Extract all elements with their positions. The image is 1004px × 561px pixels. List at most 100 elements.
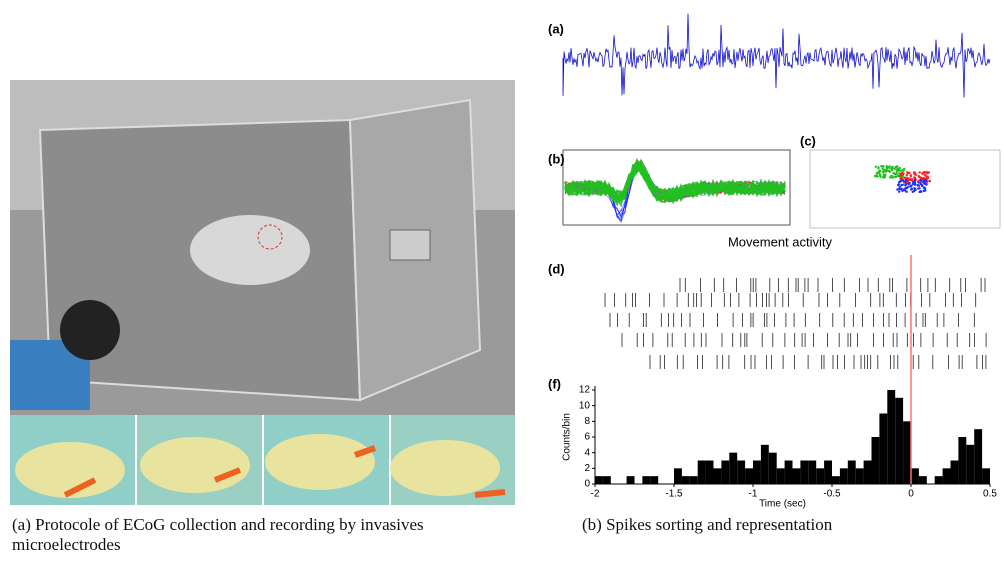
panel-label: (f) [548,376,561,391]
histogram-bar [832,476,840,484]
cluster-point [876,175,879,178]
cluster-point [927,171,931,174]
histogram-bar [918,476,927,484]
cluster-point [877,167,880,170]
cluster-point [914,188,917,191]
histogram-bar [871,437,880,484]
cluster-point [894,175,898,179]
y-tick-label: 12 [579,385,591,396]
cluster-point [891,165,894,169]
cluster-point [918,171,921,174]
connector [389,229,431,261]
x-tick-label: -1 [749,489,758,500]
cluster-point [912,180,915,184]
cluster-point [918,190,921,194]
cluster-point [916,184,919,187]
histogram-bar [816,468,825,484]
cluster-point [899,177,902,180]
cluster-point [910,187,914,190]
cluster-point [895,171,898,175]
cluster-point [906,185,910,189]
cluster-point [908,177,911,180]
frame-strip [10,415,515,505]
cluster-point [911,182,915,186]
histogram-bar [626,476,635,484]
y-tick-label: 6 [584,432,590,443]
cluster-point [888,176,892,179]
cluster-point [881,165,885,168]
cluster-point [912,189,916,193]
panel-label: (a) [548,21,564,36]
y-tick-label: 10 [579,400,591,411]
y-tick-label: 0 [584,479,590,490]
histogram-bar [595,476,603,484]
cluster-point [894,165,898,169]
cluster-point [913,178,917,182]
histogram-bar [863,460,872,484]
cluster-point [898,185,901,189]
cluster-point [874,165,878,168]
histogram-bar [950,460,959,484]
y-tick-label: 2 [584,463,590,474]
histogram-bar [650,476,659,484]
cluster-point [904,186,907,190]
histogram-bar [674,468,682,484]
cluster-point [899,172,902,176]
cluster-point [921,177,924,180]
cluster-point [882,173,885,176]
cluster-point [920,180,923,183]
histogram-bar [982,468,990,484]
x-tick-label: -2 [591,489,600,500]
cluster-point [924,173,927,176]
x-tick-label: -0.5 [823,489,841,500]
histogram-bar [824,460,832,484]
cluster-point [885,168,889,172]
cluster-point [908,181,911,185]
cluster-point [923,170,926,174]
x-tick-label: 0 [908,489,914,500]
cluster-point [910,184,913,187]
cluster-point [896,183,900,187]
cluster-point [905,174,909,177]
cluster-point [928,179,931,183]
rat-frame [265,434,375,490]
x-tick-label: -1.5 [665,489,683,500]
histogram-bar [942,468,951,484]
histogram-bar [760,444,769,484]
histogram-bar [705,460,714,484]
cluster-point [892,171,895,175]
electrode-marker [257,224,283,250]
cluster-point [897,181,901,184]
histogram-bar [737,460,746,484]
histogram-bar [958,437,967,484]
histogram-bar [745,468,753,484]
panel-label: (b) [548,151,565,166]
panel-label: (d) [548,261,565,276]
caption: (b) Spikes sorting and representation [582,515,833,534]
histogram-bar [689,476,698,484]
cluster-point [886,165,889,169]
histogram-bar [697,460,706,484]
histogram-bar [808,460,817,484]
histogram-bar [903,421,911,484]
cluster-point [917,187,920,190]
cluster-point [898,168,901,172]
cluster-point [922,178,925,182]
cluster-point [890,167,893,171]
cluster-point [900,183,903,187]
cluster-point [875,172,879,175]
cluster-point [903,167,906,170]
rat-frame [15,442,125,498]
histogram-bar [602,476,611,484]
rat [190,215,310,285]
paw [63,445,506,498]
histogram-bar [784,460,793,484]
cluster-point [902,169,905,172]
histogram-bar [839,468,848,484]
cluster-point [904,183,907,186]
cluster-point [891,176,894,179]
cluster-point [888,166,891,170]
histogram-bar [768,452,777,484]
